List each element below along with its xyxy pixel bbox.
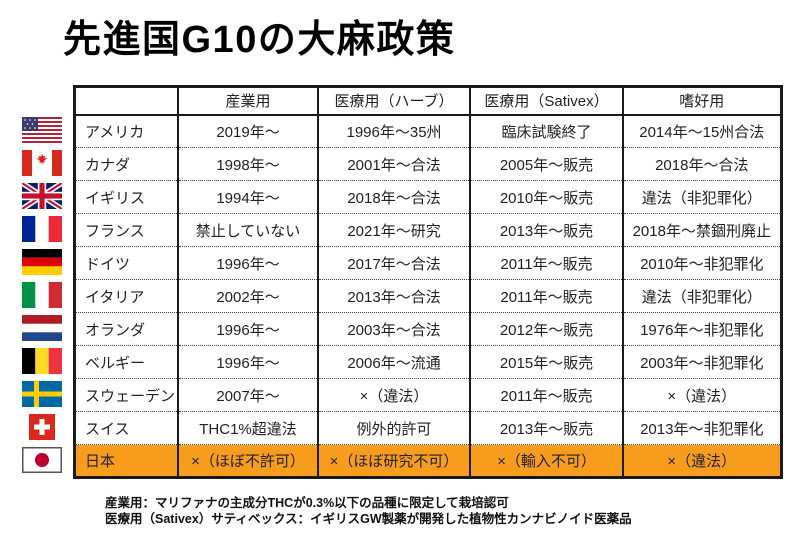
country-cell: イタリア bbox=[74, 279, 179, 313]
industrial-cell: 2002年～ bbox=[177, 279, 319, 313]
recreational-cell: ×（違法） bbox=[622, 444, 782, 478]
recreational-cell: 違法（非犯罪化） bbox=[622, 180, 782, 214]
country-cell: アメリカ bbox=[85, 123, 145, 141]
medical-herb-cell: 2018年～合法 bbox=[317, 180, 471, 214]
flag-sweden-icon bbox=[22, 377, 62, 410]
table-row: スイス THC1%超違法 例外的許可 2013年～販売 2013年～非犯罪化 bbox=[74, 411, 782, 445]
country-cell: ドイツ bbox=[74, 246, 179, 280]
recreational-cell: 2003年～非犯罪化 bbox=[622, 345, 782, 379]
industrial-cell: 1996年～ bbox=[177, 246, 319, 280]
flag-netherlands-icon bbox=[22, 311, 62, 344]
country-cell: オランダ bbox=[74, 312, 179, 346]
medical-herb-cell: 2017年～合法 bbox=[317, 246, 471, 280]
flag-france-icon bbox=[22, 212, 62, 245]
recreational-cell: 1976年～非犯罪化 bbox=[622, 312, 782, 346]
recreational-cell: 2018年～禁錮刑廃止 bbox=[622, 213, 782, 247]
medical-herb-cell: 2006年～流通 bbox=[317, 345, 471, 379]
flag-italy-icon bbox=[22, 278, 62, 311]
medical-sativex-cell: 2010年～販売 bbox=[469, 180, 624, 214]
industrial-cell: 1996年～ bbox=[177, 312, 319, 346]
column-header-medical-sativex: 医療用（Sativex） bbox=[469, 86, 624, 116]
country-cell: イギリス bbox=[74, 180, 179, 214]
medical-herb-cell: 2003年～合法 bbox=[317, 312, 471, 346]
industrial-cell: 2007年～ bbox=[177, 378, 319, 412]
column-header-country bbox=[74, 86, 179, 116]
footnotes: 産業用：マリファナの主成分THCが0.3%以下の品種に限定して栽培認可 医療用（… bbox=[105, 495, 632, 527]
header-row: 産業用 医療用（ハーブ） 医療用（Sativex） 嗜好用 bbox=[74, 86, 782, 116]
medical-sativex-cell: 2013年～販売 bbox=[469, 213, 624, 247]
country-cell: ベルギー bbox=[74, 345, 179, 379]
recreational-cell: 2010年～非犯罪化 bbox=[622, 246, 782, 280]
flag-usa-icon bbox=[22, 113, 62, 146]
recreational-cell: 2014年～15州合法 bbox=[622, 114, 782, 148]
medical-herb-cell: 2001年～合法 bbox=[317, 147, 471, 181]
medical-herb-cell: 2013年～合法 bbox=[317, 279, 471, 313]
medical-sativex-cell: 2015年～販売 bbox=[469, 345, 624, 379]
country-cell: フランス bbox=[74, 213, 179, 247]
medical-sativex-cell: 2011年～販売 bbox=[469, 378, 624, 412]
industrial-cell: 1996年～ bbox=[177, 345, 319, 379]
country-cell: スウェーデン bbox=[74, 378, 179, 412]
column-header-industrial: 産業用 bbox=[177, 86, 319, 116]
medical-herb-cell: ×（ほぼ研究不可） bbox=[317, 444, 471, 478]
flag-belgium-icon bbox=[22, 344, 62, 377]
industrial-cell: ×（ほぼ不許可） bbox=[177, 444, 319, 478]
recreational-cell: 2013年～非犯罪化 bbox=[622, 411, 782, 445]
flag-japan-icon bbox=[22, 443, 62, 476]
medical-herb-cell: 例外的許可 bbox=[317, 411, 471, 445]
table-row: ドイツ 1996年～ 2017年～合法 2011年～販売 2010年～非犯罪化 bbox=[74, 246, 782, 280]
medical-sativex-cell: 2005年～販売 bbox=[469, 147, 624, 181]
medical-sativex-cell: 2012年～販売 bbox=[469, 312, 624, 346]
medical-sativex-cell: 2011年～販売 bbox=[469, 246, 624, 280]
country-cell: スイス bbox=[74, 411, 179, 445]
industrial-cell: 1994年～ bbox=[177, 180, 319, 214]
table-row: フランス 禁止していない 2021年～研究 2013年～販売 2018年～禁錮刑廃止 bbox=[74, 213, 782, 247]
industrial-cell: 禁止していない bbox=[177, 213, 319, 247]
recreational-cell: ×（違法） bbox=[622, 378, 782, 412]
column-header-recreational: 嗜好用 bbox=[622, 86, 782, 116]
table-row: スウェーデン 2007年～ ×（違法） 2011年～販売 ×（違法） bbox=[74, 378, 782, 412]
policy-table-body: アメリカ 2019年～ 1996年～35州 臨床試験終了 2014年～15州合法 カナダ 1… bbox=[74, 114, 782, 478]
flag-canada-icon bbox=[22, 146, 62, 179]
table-row: ベルギー 1996年～ 2006年～流通 2015年～販売 2003年～非犯罪化 bbox=[74, 345, 782, 379]
industrial-cell: THC1%超違法 bbox=[177, 411, 319, 445]
column-header-medical-herb: 医療用（ハーブ） bbox=[317, 86, 471, 116]
policy-table: 産業用 医療用（ハーブ） 医療用（Sativex） 嗜好用 アメリカ 2019年～… bbox=[73, 85, 783, 479]
medical-herb-cell: 1996年～35州 bbox=[317, 114, 471, 148]
industrial-cell: 1998年～ bbox=[177, 147, 319, 181]
medical-sativex-cell: ×（輸入不可） bbox=[469, 444, 624, 478]
note-industrial: 産業用：マリファナの主成分THCが0.3%以下の品種に限定して栽培認可 bbox=[105, 496, 509, 510]
table-row: イギリス 1994年～ 2018年～合法 2010年～販売 違法（非犯罪化） bbox=[74, 180, 782, 214]
note-sativex: 医療用（Sativex）サティベックス：イギリスGW製薬が開発した植物性カンナビ… bbox=[105, 512, 632, 526]
table-row: カナダ 1998年～ 2001年～合法 2005年～販売 2018年～合法 bbox=[74, 147, 782, 181]
medical-sativex-cell: 2011年～販売 bbox=[469, 279, 624, 313]
recreational-cell: 違法（非犯罪化） bbox=[622, 279, 782, 313]
flag-uk-icon bbox=[22, 179, 62, 212]
medical-herb-cell: ×（違法） bbox=[317, 378, 471, 412]
flag-germany-icon bbox=[22, 245, 62, 278]
medical-sativex-cell: 臨床試験終了 bbox=[469, 114, 624, 148]
table-row: 日本 ×（ほぼ不許可） ×（ほぼ研究不可） ×（輸入不可） ×（違法） bbox=[74, 444, 782, 478]
country-cell: カナダ bbox=[74, 147, 179, 181]
medical-sativex-cell: 2013年～販売 bbox=[469, 411, 624, 445]
flag-switzerland-icon bbox=[22, 410, 62, 443]
table-row: オランダ 1996年～ 2003年～合法 2012年～販売 1976年～非犯罪化 bbox=[74, 312, 782, 346]
page-title: 先進国G10の大麻政策 bbox=[63, 19, 456, 61]
flag-column bbox=[22, 113, 62, 476]
country-cell: 日本 bbox=[74, 444, 179, 478]
industrial-cell: 2019年～ bbox=[177, 114, 319, 148]
medical-herb-cell: 2021年～研究 bbox=[317, 213, 471, 247]
table-row: イタリア 2002年～ 2013年～合法 2011年～販売 違法（非犯罪化） bbox=[74, 279, 782, 313]
table-row: アメリカ 2019年～ 1996年～35州 臨床試験終了 2014年～15州合法 bbox=[75, 114, 782, 148]
recreational-cell: 2018年～合法 bbox=[622, 147, 782, 181]
